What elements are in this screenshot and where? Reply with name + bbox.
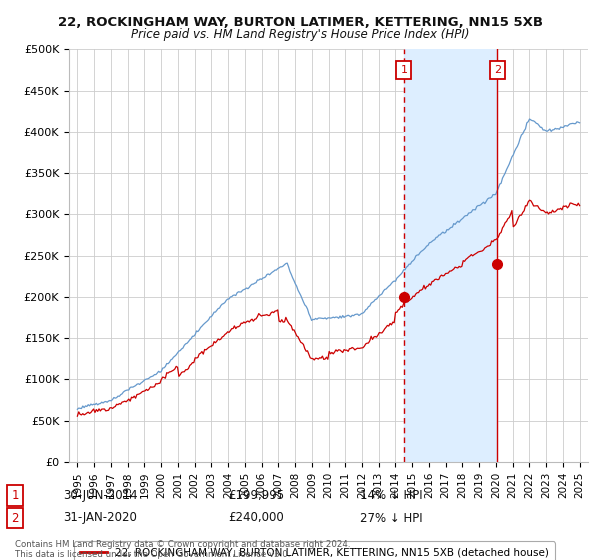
Text: 2: 2 — [11, 511, 19, 525]
Text: 1: 1 — [11, 489, 19, 502]
Text: 14% ↓ HPI: 14% ↓ HPI — [360, 489, 422, 502]
Text: 27% ↓ HPI: 27% ↓ HPI — [360, 511, 422, 525]
Text: £199,995: £199,995 — [228, 489, 284, 502]
Text: 1: 1 — [400, 65, 407, 75]
Text: Contains HM Land Registry data © Crown copyright and database right 2024.
This d: Contains HM Land Registry data © Crown c… — [15, 540, 350, 559]
Bar — [404, 49, 497, 462]
Text: 2: 2 — [494, 65, 501, 75]
Text: 31-JAN-2020: 31-JAN-2020 — [63, 511, 137, 525]
Legend: 22, ROCKINGHAM WAY, BURTON LATIMER, KETTERING, NN15 5XB (detached house), HPI: A: 22, ROCKINGHAM WAY, BURTON LATIMER, KETT… — [74, 542, 555, 560]
Text: 22, ROCKINGHAM WAY, BURTON LATIMER, KETTERING, NN15 5XB: 22, ROCKINGHAM WAY, BURTON LATIMER, KETT… — [58, 16, 542, 29]
Text: 30-JUN-2014: 30-JUN-2014 — [63, 489, 137, 502]
Text: £240,000: £240,000 — [228, 511, 284, 525]
Text: Price paid vs. HM Land Registry's House Price Index (HPI): Price paid vs. HM Land Registry's House … — [131, 28, 469, 41]
